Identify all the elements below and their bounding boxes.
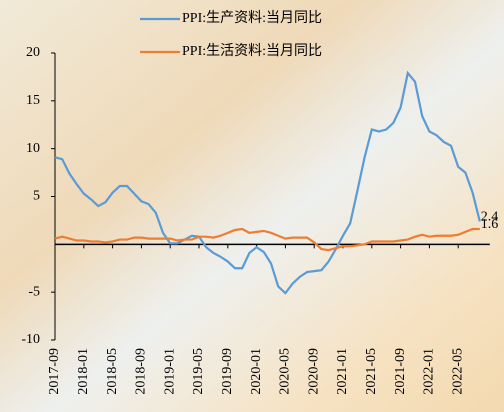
y-tick-label: 20 (26, 45, 40, 60)
y-tick-label: 15 (26, 93, 40, 108)
x-tick-label: 2019-05 (191, 348, 206, 395)
chart: -10 -5 5 10 15 20 2017-09 2018-01 2018-05 2018-09… (0, 0, 504, 412)
x-tick-label: 2021-01 (335, 348, 350, 395)
legend-label: PPI:生活资料:当月同比 (182, 43, 322, 59)
y-tick-label: 5 (33, 189, 40, 204)
y-tick-label: -5 (28, 284, 40, 299)
x-tick-label: 2020-09 (306, 348, 321, 395)
x-tick-label: 2017-09 (47, 348, 62, 395)
y-tick-label: -10 (21, 332, 40, 347)
x-tick-label: 2020-01 (249, 348, 264, 395)
x-tick-label: 2019-09 (220, 348, 235, 395)
x-tick-label: 2021-05 (364, 348, 379, 395)
page: -10 -5 5 10 15 20 2017-09 2018-01 2018-05 2018-09… (0, 0, 504, 412)
x-tick-label: 2018-09 (134, 348, 149, 395)
legend-label: PPI:生产资料:当月同比 (182, 10, 322, 26)
x-tick-label: 2020-05 (278, 348, 293, 395)
x-tick-label: 2021-09 (393, 348, 408, 395)
x-tick-label: 2022-01 (422, 348, 437, 395)
x-tick-label: 2018-05 (105, 348, 120, 395)
x-tick-label: 2019-01 (162, 348, 177, 395)
x-tick-label: 2022-05 (450, 348, 465, 395)
data-label: 1.6 (481, 217, 499, 232)
y-tick-label: 10 (26, 141, 40, 156)
x-tick-label: 2018-01 (76, 348, 91, 395)
